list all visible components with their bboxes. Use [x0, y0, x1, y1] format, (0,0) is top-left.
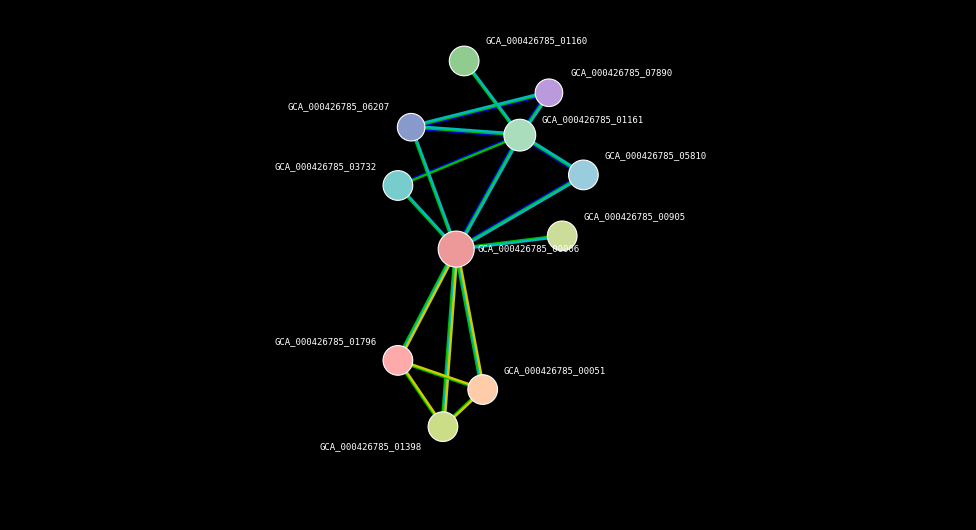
Text: GCA_000426785_01161: GCA_000426785_01161 [541, 115, 643, 123]
Circle shape [504, 119, 536, 151]
Circle shape [535, 79, 563, 107]
Circle shape [438, 231, 474, 267]
Text: GCA_000426785_05810: GCA_000426785_05810 [604, 152, 707, 160]
Text: GCA_000426785_06207: GCA_000426785_06207 [288, 103, 390, 111]
Text: GCA_000426785_01160: GCA_000426785_01160 [485, 37, 588, 45]
Text: GCA_000426785_07890: GCA_000426785_07890 [570, 68, 672, 77]
Text: GCA_000426785_01398: GCA_000426785_01398 [319, 443, 422, 451]
Text: GCA_000426785_01796: GCA_000426785_01796 [274, 337, 377, 346]
Text: GCA_000426785_00006: GCA_000426785_00006 [477, 245, 580, 253]
Circle shape [569, 160, 598, 190]
Text: GCA_000426785_00905: GCA_000426785_00905 [584, 213, 685, 221]
Text: GCA_000426785_03732: GCA_000426785_03732 [274, 162, 377, 171]
Circle shape [449, 46, 479, 76]
Circle shape [397, 113, 425, 141]
Circle shape [383, 346, 413, 375]
Circle shape [383, 171, 413, 200]
Circle shape [548, 221, 577, 251]
Text: GCA_000426785_00051: GCA_000426785_00051 [504, 366, 606, 375]
Circle shape [468, 375, 498, 404]
Circle shape [428, 412, 458, 441]
